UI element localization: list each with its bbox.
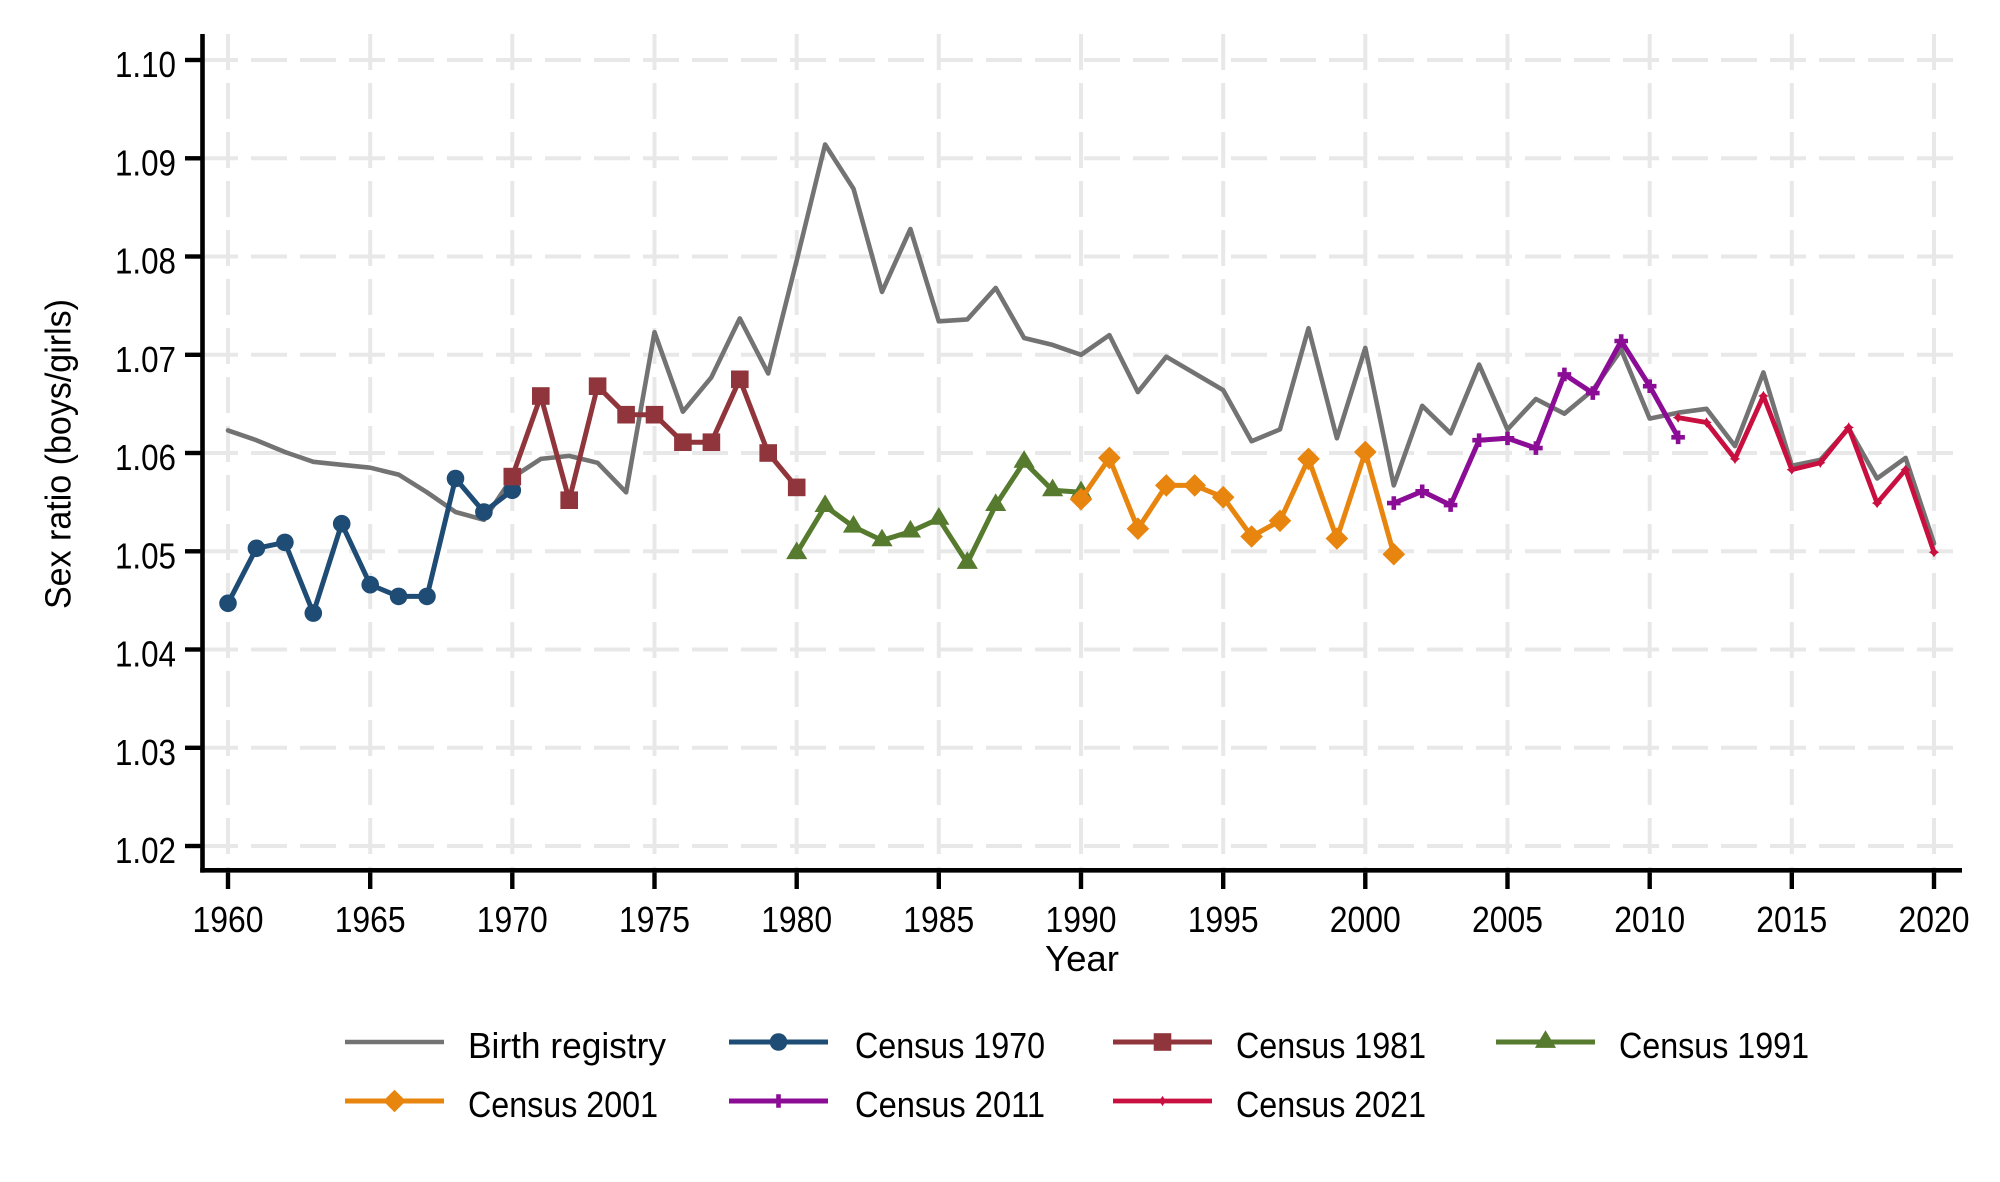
svg-text:Census 1991: Census 1991 xyxy=(1619,1025,1809,1066)
svg-text:1985: 1985 xyxy=(903,899,974,940)
svg-text:2010: 2010 xyxy=(1614,899,1685,940)
svg-text:1.03: 1.03 xyxy=(115,732,176,773)
svg-text:1980: 1980 xyxy=(761,899,832,940)
svg-text:1.06: 1.06 xyxy=(115,437,176,478)
svg-text:1.08: 1.08 xyxy=(115,241,176,282)
svg-text:Year: Year xyxy=(1045,938,1119,979)
svg-text:1.10: 1.10 xyxy=(115,44,176,85)
svg-text:1.04: 1.04 xyxy=(115,634,176,675)
svg-text:1995: 1995 xyxy=(1188,899,1259,940)
svg-text:1965: 1965 xyxy=(335,899,406,940)
svg-text:1970: 1970 xyxy=(477,899,548,940)
svg-text:Census 2011: Census 2011 xyxy=(855,1084,1045,1125)
svg-text:1.09: 1.09 xyxy=(115,142,176,183)
svg-text:1.02: 1.02 xyxy=(115,830,176,871)
svg-text:1990: 1990 xyxy=(1046,899,1117,940)
svg-text:1975: 1975 xyxy=(619,899,690,940)
svg-text:1.07: 1.07 xyxy=(115,339,176,380)
svg-text:Sex ratio (boys/girls): Sex ratio (boys/girls) xyxy=(38,299,79,609)
svg-text:Census 2001: Census 2001 xyxy=(468,1084,658,1125)
svg-text:2020: 2020 xyxy=(1899,899,1970,940)
svg-text:Birth registry: Birth registry xyxy=(468,1025,666,1066)
svg-text:1960: 1960 xyxy=(193,899,264,940)
svg-text:1.05: 1.05 xyxy=(115,535,176,576)
svg-text:Census 2021: Census 2021 xyxy=(1236,1084,1426,1125)
svg-text:2015: 2015 xyxy=(1756,899,1827,940)
svg-text:Census 1970: Census 1970 xyxy=(855,1025,1045,1066)
svg-text:Census 1981: Census 1981 xyxy=(1236,1025,1426,1066)
svg-text:2005: 2005 xyxy=(1472,899,1543,940)
svg-text:2000: 2000 xyxy=(1330,899,1401,940)
